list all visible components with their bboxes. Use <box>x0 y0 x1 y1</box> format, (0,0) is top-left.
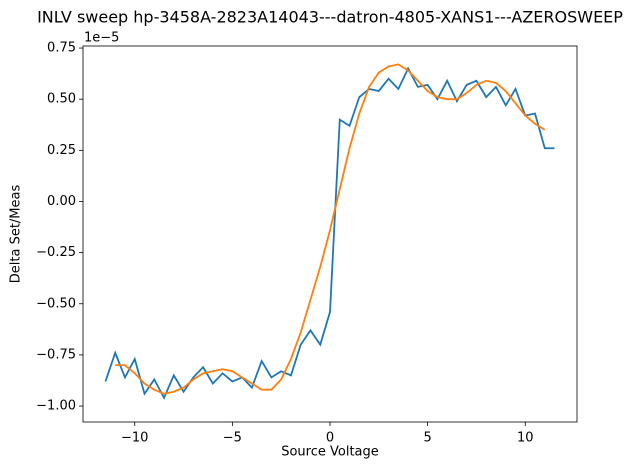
offset-text: 1e−5 <box>84 31 119 46</box>
x-tick-label: −5 <box>223 431 242 446</box>
y-tick-label: −1.00 <box>36 399 76 414</box>
y-tick-label: −0.25 <box>36 245 76 260</box>
x-tick-label: 5 <box>423 431 431 446</box>
y-tick-label: 0.25 <box>47 143 76 158</box>
y-tick-label: −0.50 <box>36 296 76 311</box>
y-tick-label: 0.00 <box>47 194 76 209</box>
x-tick-label: −10 <box>121 431 148 446</box>
data-line <box>104 66 555 400</box>
y-tick-label: −0.75 <box>36 347 76 362</box>
chart-title: INLV sweep hp-3458A-2823A14043---datron-… <box>37 8 623 27</box>
data-line <box>115 63 546 395</box>
plot-frame <box>82 45 578 423</box>
x-axis-label: Source Voltage <box>281 445 379 460</box>
x-tick-label: 10 <box>517 431 534 446</box>
y-axis-label: Delta Set/Meas <box>9 185 24 284</box>
x-tick-label: 0 <box>326 431 334 446</box>
y-tick-label: 0.75 <box>47 41 76 56</box>
y-tick-label: 0.50 <box>47 92 76 107</box>
